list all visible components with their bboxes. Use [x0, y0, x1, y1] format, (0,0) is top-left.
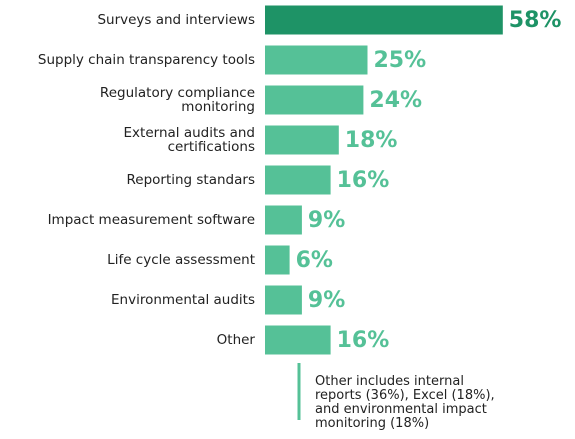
bar	[265, 165, 331, 195]
category-label: Life cycle assessment	[107, 252, 255, 268]
bar	[265, 5, 503, 35]
bar	[265, 325, 331, 355]
bar	[265, 125, 339, 155]
category-label: Environmental audits	[111, 292, 255, 308]
category-label: Other	[217, 332, 256, 348]
annotation: Other includes internal reports (36%), Ex…	[315, 374, 495, 431]
value-label: 24%	[369, 88, 422, 113]
value-label: 16%	[337, 168, 390, 193]
category-label: Impact measurement software	[48, 212, 255, 228]
bar	[265, 285, 302, 315]
value-label: 16%	[337, 328, 390, 353]
category-label: Supply chain transparency tools	[38, 52, 255, 68]
bar	[265, 85, 364, 115]
bar	[265, 205, 302, 235]
category-label: Reporting standars	[126, 172, 255, 188]
value-label: 25%	[374, 48, 427, 73]
value-label: 58%	[509, 8, 562, 33]
category-label: External audits and certifications	[124, 125, 255, 155]
value-label: 9%	[308, 208, 345, 233]
bar	[265, 245, 290, 275]
category-label: Regulatory compliance monitoring	[100, 85, 255, 115]
bar	[265, 45, 368, 75]
category-label: Surveys and interviews	[97, 12, 255, 28]
value-label: 6%	[296, 248, 333, 273]
value-label: 9%	[308, 288, 345, 313]
value-label: 18%	[345, 128, 398, 153]
